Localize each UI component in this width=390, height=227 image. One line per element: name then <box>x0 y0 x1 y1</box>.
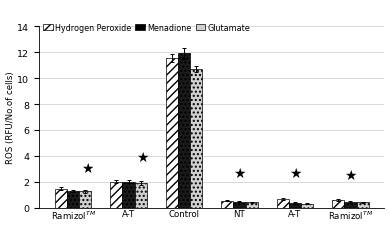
Text: ★: ★ <box>344 168 357 183</box>
Bar <box>332 200 344 208</box>
Y-axis label: ROS (RFU/No.of cells): ROS (RFU/No.of cells) <box>5 71 14 164</box>
Bar <box>233 202 246 208</box>
Bar <box>79 192 91 208</box>
Text: ★: ★ <box>233 166 246 180</box>
Bar <box>178 54 190 208</box>
Bar <box>356 202 369 208</box>
Bar <box>190 70 202 208</box>
Bar <box>110 182 122 208</box>
Text: ★: ★ <box>81 161 93 175</box>
Text: ★: ★ <box>136 151 149 164</box>
Bar <box>55 189 67 208</box>
Bar <box>344 202 356 208</box>
Bar <box>246 202 258 208</box>
Bar <box>301 204 313 208</box>
Bar <box>221 201 233 208</box>
Bar <box>277 199 289 208</box>
Text: ★: ★ <box>289 166 301 180</box>
Legend: Hydrogen Peroxide, Menadione, Glutamate: Hydrogen Peroxide, Menadione, Glutamate <box>43 24 251 33</box>
Bar <box>166 59 178 208</box>
Bar <box>122 182 135 208</box>
Bar <box>289 203 301 208</box>
Bar <box>135 183 147 208</box>
Bar <box>67 191 79 208</box>
